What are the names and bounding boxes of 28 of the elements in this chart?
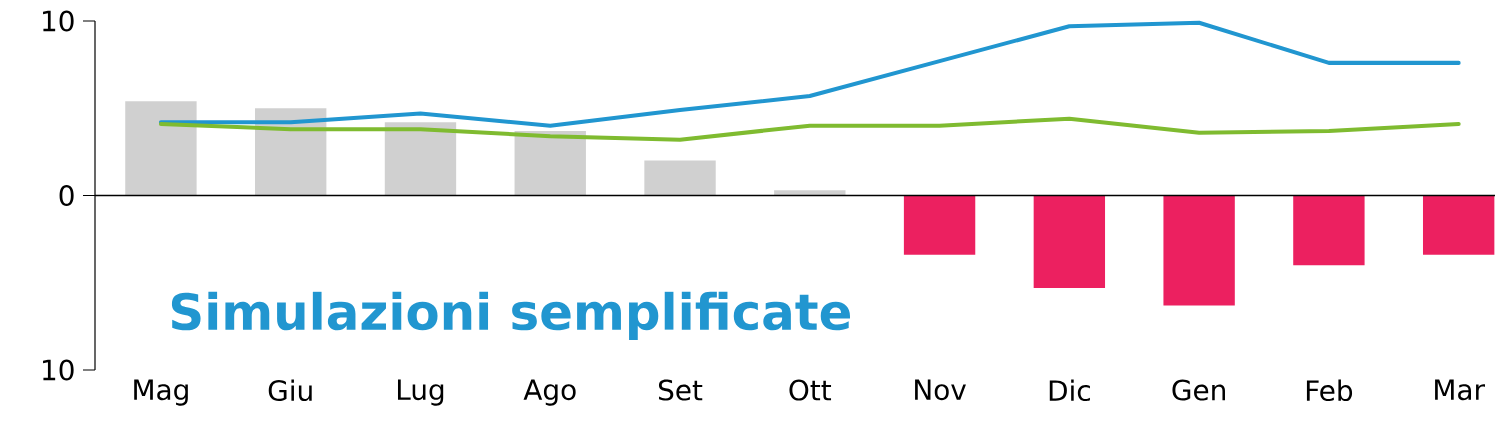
x-tick-label: Lug [397,379,444,406]
x-tick-label: Ott [789,379,832,401]
bar [1422,195,1495,255]
x-tick-label: Feb [1306,379,1353,402]
bar [255,108,327,196]
line-series [158,116,1461,142]
annotation: Simulazioni semplificate [171,291,850,341]
x-tick-label: Nov [915,379,966,401]
x-tick-label: Mar [1435,379,1485,401]
x-tick-label: Set [658,379,703,401]
bar [125,101,197,196]
y-tick-label: 10 [43,359,74,381]
x-tick-label: Dic [1049,379,1090,402]
x-tick-label: Gen [1172,379,1225,401]
x-tick-label: Mag [134,379,188,406]
bar [1033,195,1106,288]
bar [1293,195,1365,266]
bar [644,160,716,196]
x-tick-label: Ago [523,379,576,406]
y-tick-label: 0 [59,184,74,207]
bar [1163,195,1235,306]
y-tick-label: 10 [43,10,74,32]
line-series [158,20,1461,128]
bar [384,122,457,196]
bar [514,130,586,196]
bar [903,195,976,255]
bar [774,190,846,196]
x-tick-label: Giu [268,379,312,402]
